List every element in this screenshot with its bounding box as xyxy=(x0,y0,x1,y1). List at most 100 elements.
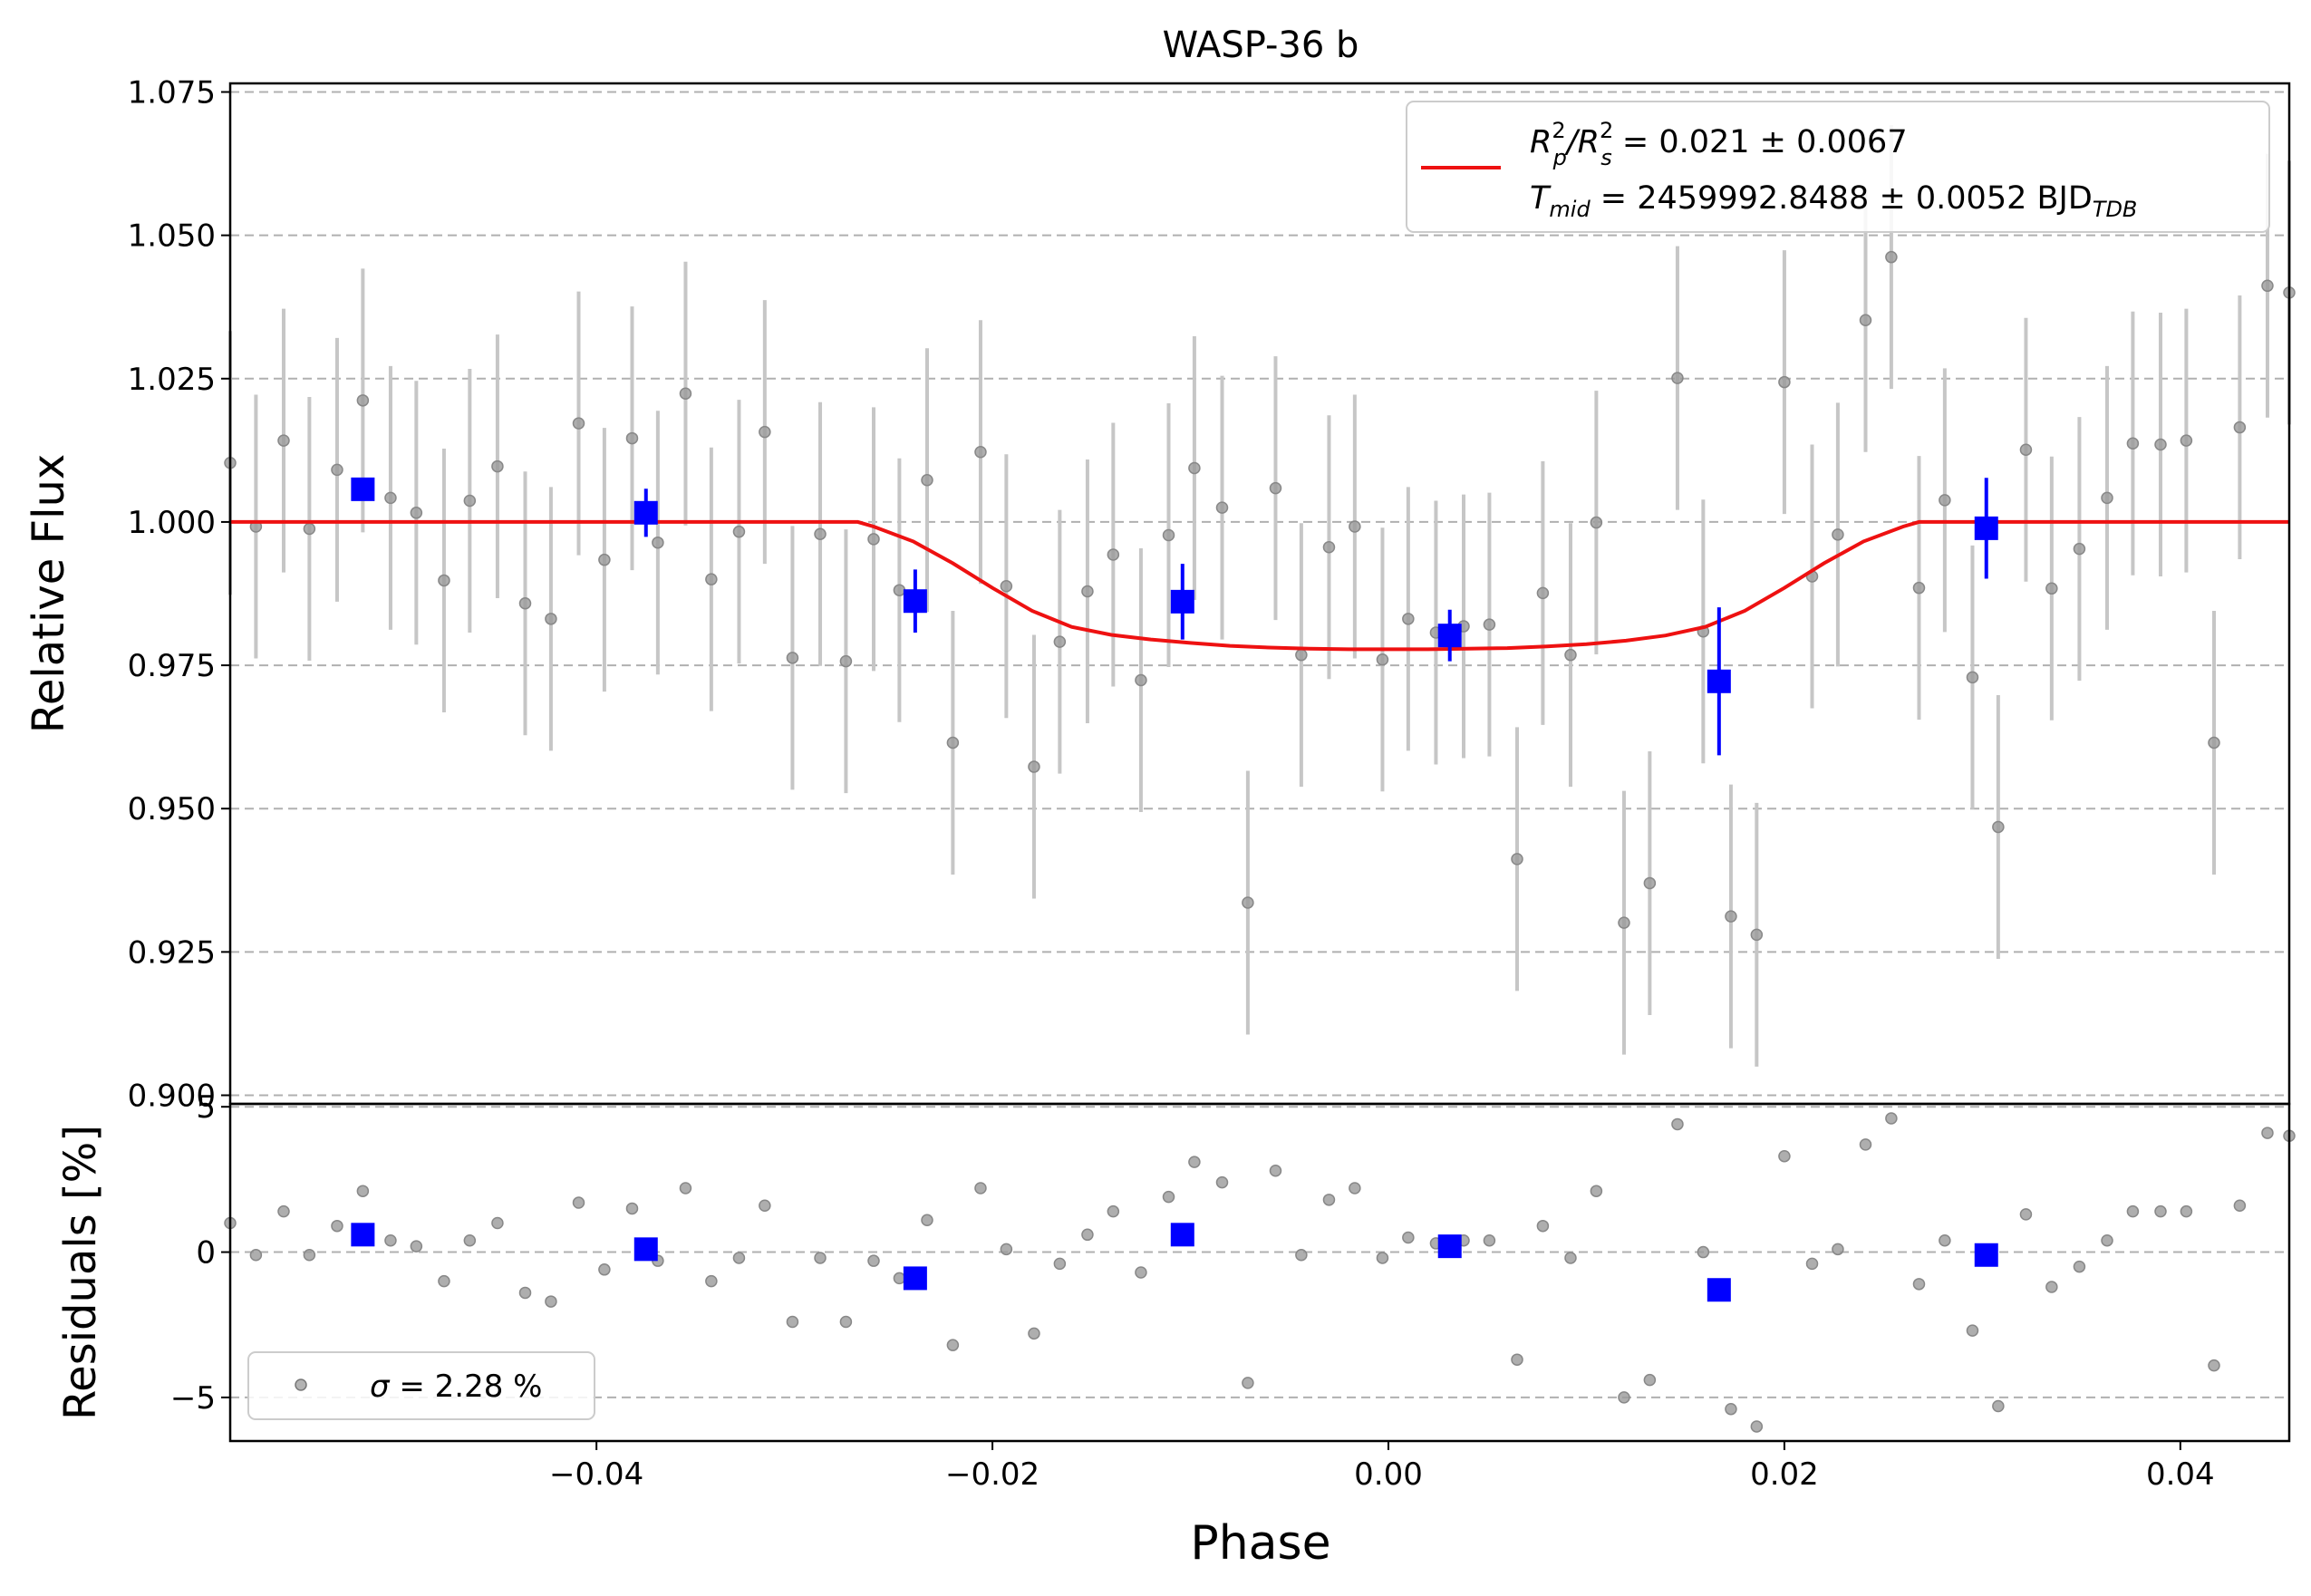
residual-raw-point xyxy=(545,1295,557,1308)
residual-raw-point xyxy=(1269,1165,1282,1177)
flux-raw-point xyxy=(1939,494,1951,507)
flux-raw-point xyxy=(491,459,504,473)
residual-raw-point xyxy=(491,1216,504,1230)
flux-raw-point xyxy=(463,494,477,508)
legend-residual-marker xyxy=(295,1378,307,1391)
flux-raw-point xyxy=(1269,481,1282,495)
flux-raw-point xyxy=(839,654,853,668)
flux-raw-point xyxy=(1081,585,1094,598)
flux-raw-point xyxy=(759,425,771,439)
flux-y-tick-label: 1.050 xyxy=(128,218,216,255)
residual-raw-point xyxy=(410,1240,423,1253)
residual-raw-point xyxy=(1618,1391,1630,1404)
residual-y-tick-label: −5 xyxy=(170,1380,216,1417)
flux-raw-point xyxy=(1402,613,1415,625)
flux-raw-point xyxy=(2045,582,2058,595)
legend-depth-text: R2 p/R2 s = 0.021 ± 0.0067 xyxy=(1530,118,1908,170)
residual-raw-point xyxy=(946,1339,960,1351)
residual-raw-point xyxy=(1805,1257,1819,1271)
flux-raw-point xyxy=(572,417,585,430)
flux-binned-point xyxy=(1974,516,1998,540)
flux-raw-point xyxy=(1590,516,1603,529)
flux-raw-point xyxy=(2233,421,2247,434)
flux-raw-point xyxy=(518,597,532,610)
residual-raw-point xyxy=(732,1252,746,1264)
residual-binned-point xyxy=(351,1223,375,1247)
residual-raw-point xyxy=(277,1204,290,1218)
flux-raw-point xyxy=(1992,820,2005,834)
flux-raw-point xyxy=(2208,736,2220,750)
flux-raw-point xyxy=(1859,314,1872,327)
residual-binned-point xyxy=(1974,1243,1998,1267)
flux-y-tick-label: 0.900 xyxy=(128,1079,216,1115)
flux-binned-point xyxy=(1170,589,1194,614)
phase-x-tick-label: −0.02 xyxy=(945,1456,1039,1493)
residual-raw-point xyxy=(249,1249,263,1262)
residual-raw-point xyxy=(867,1254,880,1267)
flux-raw-point xyxy=(1242,896,1254,909)
flux-raw-point xyxy=(893,584,906,596)
flux-raw-point xyxy=(410,507,423,519)
residual-binned-point xyxy=(1437,1234,1462,1259)
flux-raw-point xyxy=(679,387,692,400)
residual-raw-point xyxy=(2180,1204,2193,1218)
flux-raw-point xyxy=(384,491,397,505)
residual-raw-point xyxy=(1295,1249,1308,1262)
flux-raw-point xyxy=(545,613,557,625)
flux-raw-point xyxy=(974,446,987,459)
flux-y-ticks: 0.900 0.925 0.950 0.975 1.000 1.025 1.050 1.075 xyxy=(128,74,230,1115)
flux-raw-point xyxy=(1725,910,1737,923)
flux-raw-point xyxy=(867,533,880,546)
residual-y-tick-label: 0 xyxy=(196,1235,216,1272)
residual-raw-point xyxy=(1349,1182,1361,1195)
residual-raw-point xyxy=(1671,1117,1684,1131)
flux-raw-point xyxy=(1778,375,1791,389)
phase-x-tick-label: −0.04 xyxy=(549,1456,643,1493)
flux-raw-point xyxy=(1053,635,1067,648)
residual-raw-point xyxy=(2019,1208,2033,1221)
residual-raw-point xyxy=(1564,1252,1577,1264)
flux-raw-point xyxy=(814,527,827,540)
flux-raw-point xyxy=(1671,372,1684,384)
phase-x-axis-label: Phase xyxy=(1190,1516,1330,1571)
residual-raw-point xyxy=(2261,1127,2274,1139)
flux-raw-point xyxy=(598,553,611,566)
residual-axes-frame xyxy=(228,1102,2291,1443)
residual-raw-point xyxy=(1000,1243,1013,1256)
flux-y-tick-label: 0.925 xyxy=(128,934,216,971)
flux-y-tick-label: 1.000 xyxy=(128,505,216,541)
residual-raw-point xyxy=(1939,1233,1951,1247)
flux-raw-point xyxy=(652,536,664,549)
flux-raw-point xyxy=(1376,653,1389,666)
flux-raw-point xyxy=(1750,928,1764,942)
residual-raw-point xyxy=(786,1315,799,1329)
residual-raw-point xyxy=(1966,1324,1979,1337)
residual-raw-point xyxy=(1135,1266,1147,1279)
residual-raw-point xyxy=(1053,1257,1067,1271)
residual-raw-point xyxy=(759,1199,771,1212)
residual-raw-point xyxy=(839,1315,853,1329)
flux-raw-point xyxy=(786,652,799,664)
flux-raw-point xyxy=(356,394,370,407)
flux-y-tick-label: 1.075 xyxy=(128,74,216,111)
flux-raw-point xyxy=(625,431,639,445)
flux-raw-point xyxy=(1643,876,1657,890)
residual-binned-point xyxy=(903,1266,927,1291)
residual-raw-point xyxy=(1992,1399,2005,1413)
flux-y-tick-label: 1.025 xyxy=(128,362,216,398)
flux-raw-point xyxy=(946,736,960,750)
residual-raw-point xyxy=(598,1263,611,1276)
flux-raw-point xyxy=(1511,853,1523,866)
phase-x-tick-label: 0.02 xyxy=(1750,1456,1819,1493)
residual-raw-point xyxy=(2101,1233,2113,1247)
residual-y-axis-label: Residuals [%] xyxy=(55,1125,106,1420)
residual-raw-point xyxy=(2045,1281,2058,1293)
flux-raw-point xyxy=(2073,542,2086,556)
flux-raw-point xyxy=(438,574,450,587)
flux-raw-point xyxy=(1885,250,1898,264)
flux-raw-point xyxy=(2126,437,2140,450)
flux-y-tick-label: 0.975 xyxy=(128,648,216,684)
transit-model-line xyxy=(230,519,2289,652)
residual-binned-points xyxy=(351,1223,1998,1302)
residual-raw-point xyxy=(2154,1204,2167,1218)
